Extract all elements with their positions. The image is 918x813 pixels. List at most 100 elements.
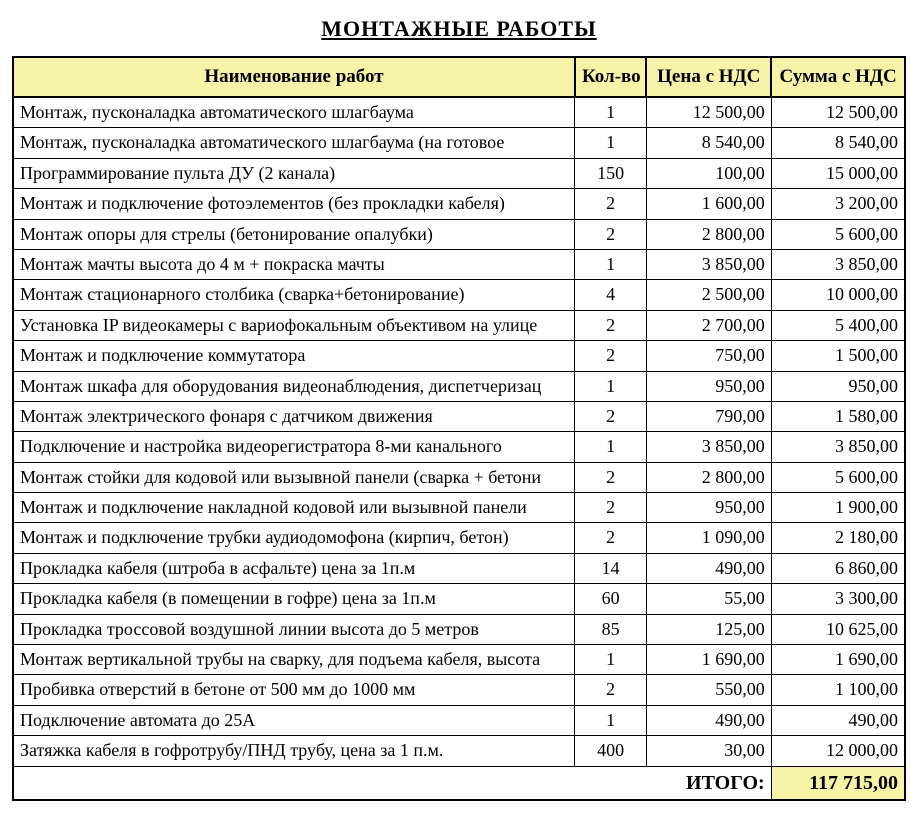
cell-price: 950,00 — [646, 493, 771, 523]
cell-price: 550,00 — [646, 675, 771, 705]
table-row: Монтаж стойки для кодовой или вызывной п… — [13, 462, 905, 492]
cell-sum: 3 200,00 — [771, 189, 905, 219]
total-label: ИТОГО: — [13, 766, 771, 800]
cell-qty: 2 — [575, 401, 646, 431]
cell-sum: 1 580,00 — [771, 401, 905, 431]
cell-price: 490,00 — [646, 705, 771, 735]
cell-name: Монтаж и подключение накладной кодовой и… — [13, 493, 575, 523]
cell-qty: 14 — [575, 553, 646, 583]
table-row: Монтаж опоры для стрелы (бетонирование о… — [13, 219, 905, 249]
cell-sum: 12 500,00 — [771, 97, 905, 128]
cell-name: Пробивка отверстий в бетоне от 500 мм до… — [13, 675, 575, 705]
cell-qty: 4 — [575, 280, 646, 310]
table-row: Монтаж и подключение коммутатора2750,001… — [13, 341, 905, 371]
cell-sum: 5 400,00 — [771, 310, 905, 340]
cell-name: Монтаж и подключение трубки аудиодомофон… — [13, 523, 575, 553]
col-header-price: Цена с НДС — [646, 57, 771, 97]
cell-sum: 950,00 — [771, 371, 905, 401]
cell-sum: 12 000,00 — [771, 736, 905, 766]
table-row: Монтаж и подключение трубки аудиодомофон… — [13, 523, 905, 553]
col-header-name: Наименование работ — [13, 57, 575, 97]
table-row: Монтаж шкафа для оборудования видеонаблю… — [13, 371, 905, 401]
table-row: Монтаж вертикальной трубы на сварку, для… — [13, 645, 905, 675]
cell-qty: 1 — [575, 371, 646, 401]
table-row: Затяжка кабеля в гофротрубу/ПНД трубу, ц… — [13, 736, 905, 766]
cell-sum: 1 900,00 — [771, 493, 905, 523]
cell-price: 100,00 — [646, 158, 771, 188]
cell-price: 490,00 — [646, 553, 771, 583]
cell-sum: 5 600,00 — [771, 219, 905, 249]
cell-sum: 490,00 — [771, 705, 905, 735]
cell-sum: 6 860,00 — [771, 553, 905, 583]
cell-qty: 1 — [575, 249, 646, 279]
cell-price: 125,00 — [646, 614, 771, 644]
cell-qty: 85 — [575, 614, 646, 644]
cell-price: 3 850,00 — [646, 432, 771, 462]
cell-name: Монтаж электрического фонаря с датчиком … — [13, 401, 575, 431]
cell-name: Монтаж шкафа для оборудования видеонаблю… — [13, 371, 575, 401]
table-row: Прокладка кабеля (штроба в асфальте) цен… — [13, 553, 905, 583]
cell-price: 750,00 — [646, 341, 771, 371]
cell-sum: 3 850,00 — [771, 432, 905, 462]
table-row: Прокладка троссовой воздушной линии высо… — [13, 614, 905, 644]
cell-qty: 2 — [575, 219, 646, 249]
cell-sum: 1 100,00 — [771, 675, 905, 705]
table-row: Прокладка кабеля (в помещении в гофре) ц… — [13, 584, 905, 614]
cell-name: Подключение и настройка видеорегистратор… — [13, 432, 575, 462]
cell-name: Монтаж стойки для кодовой или вызывной п… — [13, 462, 575, 492]
cell-sum: 3 300,00 — [771, 584, 905, 614]
cell-sum: 2 180,00 — [771, 523, 905, 553]
cell-qty: 60 — [575, 584, 646, 614]
table-row: Монтаж электрического фонаря с датчиком … — [13, 401, 905, 431]
works-table: Наименование работ Кол-во Цена с НДС Сум… — [12, 56, 906, 801]
cell-price: 2 700,00 — [646, 310, 771, 340]
table-row: Монтаж и подключение накладной кодовой и… — [13, 493, 905, 523]
table-row: Монтаж, пусконаладка автоматического шла… — [13, 97, 905, 128]
cell-price: 1 690,00 — [646, 645, 771, 675]
cell-qty: 1 — [575, 645, 646, 675]
total-row: ИТОГО:117 715,00 — [13, 766, 905, 800]
cell-name: Монтаж стационарного столбика (сварка+бе… — [13, 280, 575, 310]
cell-price: 12 500,00 — [646, 97, 771, 128]
cell-sum: 8 540,00 — [771, 128, 905, 158]
table-row: Пробивка отверстий в бетоне от 500 мм до… — [13, 675, 905, 705]
cell-price: 55,00 — [646, 584, 771, 614]
table-row: Монтаж стационарного столбика (сварка+бе… — [13, 280, 905, 310]
table-row: Программирование пульта ДУ (2 канала)150… — [13, 158, 905, 188]
cell-name: Подключение автомата до 25А — [13, 705, 575, 735]
table-row: Монтаж и подключение фотоэлементов (без … — [13, 189, 905, 219]
cell-name: Монтаж и подключение коммутатора — [13, 341, 575, 371]
cell-qty: 400 — [575, 736, 646, 766]
cell-qty: 1 — [575, 97, 646, 128]
table-row: Монтаж, пусконаладка автоматического шла… — [13, 128, 905, 158]
cell-sum: 5 600,00 — [771, 462, 905, 492]
cell-name: Прокладка кабеля (штроба в асфальте) цен… — [13, 553, 575, 583]
table-row: Установка IP видеокамеры с вариофокальны… — [13, 310, 905, 340]
cell-price: 790,00 — [646, 401, 771, 431]
cell-qty: 1 — [575, 128, 646, 158]
cell-price: 2 500,00 — [646, 280, 771, 310]
cell-price: 1 090,00 — [646, 523, 771, 553]
cell-price: 2 800,00 — [646, 462, 771, 492]
table-row: Подключение автомата до 25А1490,00490,00 — [13, 705, 905, 735]
cell-name: Затяжка кабеля в гофротрубу/ПНД трубу, ц… — [13, 736, 575, 766]
table-row: Подключение и настройка видеорегистратор… — [13, 432, 905, 462]
cell-name: Монтаж, пусконаладка автоматического шла… — [13, 97, 575, 128]
cell-sum: 10 625,00 — [771, 614, 905, 644]
cell-price: 2 800,00 — [646, 219, 771, 249]
total-value: 117 715,00 — [771, 766, 905, 800]
cell-name: Установка IP видеокамеры с вариофокальны… — [13, 310, 575, 340]
cell-qty: 2 — [575, 310, 646, 340]
table-row: Монтаж мачты высота до 4 м + покраска ма… — [13, 249, 905, 279]
cell-qty: 2 — [575, 462, 646, 492]
cell-name: Программирование пульта ДУ (2 канала) — [13, 158, 575, 188]
cell-name: Прокладка троссовой воздушной линии высо… — [13, 614, 575, 644]
cell-qty: 1 — [575, 432, 646, 462]
cell-sum: 15 000,00 — [771, 158, 905, 188]
cell-price: 3 850,00 — [646, 249, 771, 279]
cell-price: 30,00 — [646, 736, 771, 766]
table-header-row: Наименование работ Кол-во Цена с НДС Сум… — [13, 57, 905, 97]
cell-qty: 2 — [575, 493, 646, 523]
cell-price: 8 540,00 — [646, 128, 771, 158]
cell-price: 950,00 — [646, 371, 771, 401]
